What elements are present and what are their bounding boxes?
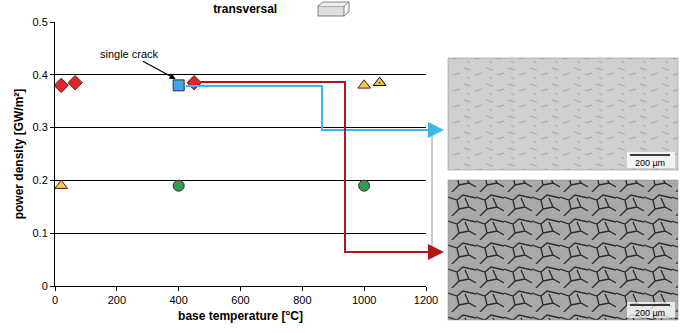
svg-text:0.4: 0.4: [33, 69, 48, 81]
svg-text:0.1: 0.1: [33, 227, 48, 239]
svg-text:power density [GW/m²]: power density [GW/m²]: [12, 89, 26, 220]
svg-text:200 µm: 200 µm: [635, 158, 665, 168]
svg-text:200: 200: [108, 294, 126, 306]
svg-text:200 µm: 200 µm: [635, 308, 665, 318]
svg-text:600: 600: [231, 294, 249, 306]
svg-text:400: 400: [169, 294, 187, 306]
svg-text:transversal: transversal: [213, 2, 277, 16]
svg-text:0: 0: [52, 294, 58, 306]
svg-text:0.3: 0.3: [33, 121, 48, 133]
svg-text:0.2: 0.2: [33, 174, 48, 186]
svg-text:single crack: single crack: [100, 48, 159, 60]
svg-text:base temperature [°C]: base temperature [°C]: [178, 309, 303, 323]
svg-text:1000: 1000: [352, 294, 376, 306]
svg-text:0: 0: [42, 280, 48, 292]
svg-text:1200: 1200: [414, 294, 438, 306]
svg-text:0.5: 0.5: [33, 16, 48, 28]
svg-text:800: 800: [293, 294, 311, 306]
